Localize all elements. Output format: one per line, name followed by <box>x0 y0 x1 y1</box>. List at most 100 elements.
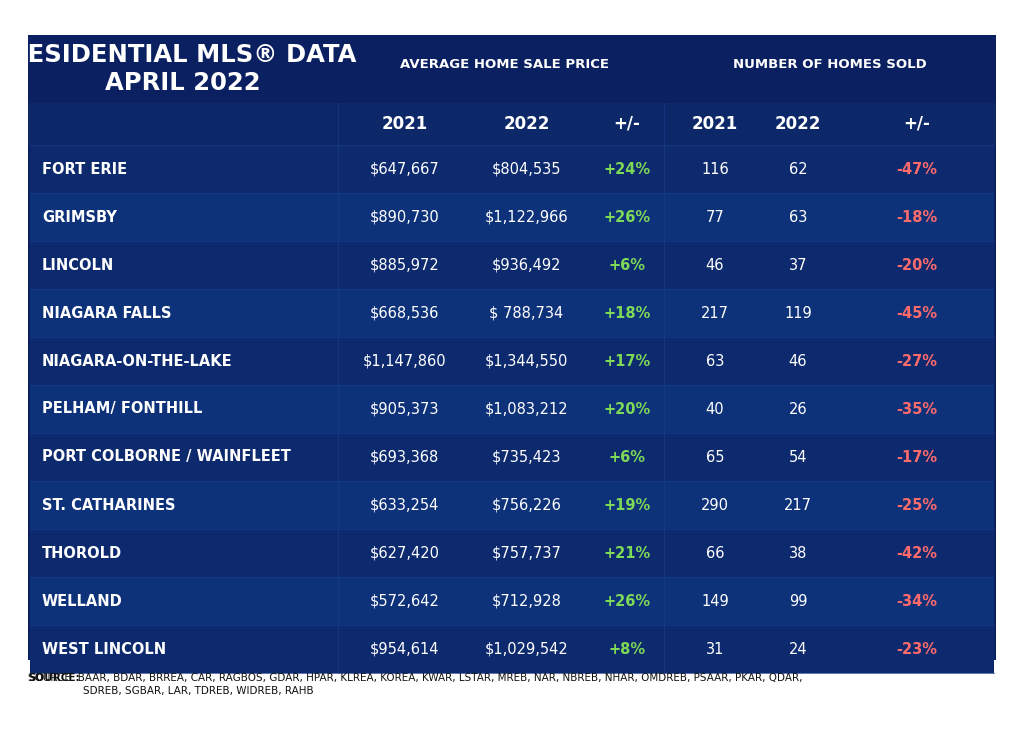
Bar <box>30 289 994 337</box>
Text: +/-: +/- <box>903 115 931 133</box>
Text: 38: 38 <box>788 545 807 561</box>
Text: 63: 63 <box>788 210 807 224</box>
Text: $693,368: $693,368 <box>370 450 439 464</box>
Text: 2022: 2022 <box>504 115 550 133</box>
Text: AVERAGE HOME SALE PRICE: AVERAGE HOME SALE PRICE <box>400 58 609 72</box>
Text: +19%: +19% <box>603 498 650 512</box>
Text: 77: 77 <box>706 210 724 224</box>
Bar <box>28 103 996 145</box>
Text: -23%: -23% <box>896 642 938 656</box>
Bar <box>28 35 996 660</box>
Text: 66: 66 <box>706 545 724 561</box>
Text: 99: 99 <box>788 594 807 608</box>
Text: +17%: +17% <box>603 354 650 368</box>
Bar <box>30 577 994 625</box>
Text: 26: 26 <box>788 401 807 417</box>
Text: $1,122,966: $1,122,966 <box>484 210 568 224</box>
Text: NUMBER OF HOMES SOLD: NUMBER OF HOMES SOLD <box>733 58 927 72</box>
Text: +20%: +20% <box>603 401 650 417</box>
Text: $735,423: $735,423 <box>492 450 561 464</box>
Text: $890,730: $890,730 <box>370 210 439 224</box>
Bar <box>28 35 996 103</box>
Text: $1,083,212: $1,083,212 <box>484 401 568 417</box>
Text: $1,147,860: $1,147,860 <box>362 354 446 368</box>
Text: $885,972: $885,972 <box>370 257 439 273</box>
Text: $668,536: $668,536 <box>370 306 439 320</box>
Text: $627,420: $627,420 <box>370 545 439 561</box>
Bar <box>30 481 994 529</box>
Bar <box>30 433 994 481</box>
Text: -27%: -27% <box>896 354 938 368</box>
Text: $756,226: $756,226 <box>492 498 561 512</box>
Text: +8%: +8% <box>608 642 645 656</box>
Text: 46: 46 <box>706 257 724 273</box>
Text: PELHAM/ FONTHILL: PELHAM/ FONTHILL <box>42 401 203 417</box>
Text: $905,373: $905,373 <box>370 401 439 417</box>
Bar <box>30 625 994 673</box>
Text: 46: 46 <box>788 354 807 368</box>
Text: 290: 290 <box>701 498 729 512</box>
Text: -35%: -35% <box>896 401 938 417</box>
Bar <box>30 193 994 241</box>
Text: +6%: +6% <box>608 450 645 464</box>
Text: +18%: +18% <box>603 306 650 320</box>
Text: $712,928: $712,928 <box>492 594 561 608</box>
Text: 37: 37 <box>788 257 807 273</box>
Text: 65: 65 <box>706 450 724 464</box>
Text: 217: 217 <box>784 498 812 512</box>
Text: -34%: -34% <box>896 594 938 608</box>
Text: $757,737: $757,737 <box>492 545 561 561</box>
Text: 62: 62 <box>788 162 807 176</box>
Text: $647,667: $647,667 <box>370 162 439 176</box>
Text: $936,492: $936,492 <box>492 257 561 273</box>
Text: NIAGARA-ON-THE-LAKE: NIAGARA-ON-THE-LAKE <box>42 354 232 368</box>
Text: 2021: 2021 <box>692 115 738 133</box>
Text: +24%: +24% <box>603 162 650 176</box>
Text: 2022: 2022 <box>775 115 821 133</box>
Text: $954,614: $954,614 <box>370 642 439 656</box>
Text: ST. CATHARINES: ST. CATHARINES <box>42 498 175 512</box>
Text: 40: 40 <box>706 401 724 417</box>
Text: PORT COLBORNE / WAINFLEET: PORT COLBORNE / WAINFLEET <box>42 450 291 464</box>
Text: LINCOLN: LINCOLN <box>42 257 115 273</box>
Text: $1,029,542: $1,029,542 <box>484 642 568 656</box>
Text: NIAGARA FALLS: NIAGARA FALLS <box>42 306 171 320</box>
Text: $804,535: $804,535 <box>492 162 561 176</box>
Text: +26%: +26% <box>603 210 650 224</box>
Text: RESIDENTIAL MLS® DATA: RESIDENTIAL MLS® DATA <box>9 43 356 67</box>
Text: THOROLD: THOROLD <box>42 545 122 561</box>
Text: 63: 63 <box>706 354 724 368</box>
Text: -45%: -45% <box>896 306 938 320</box>
Text: SDREB, SGBAR, LAR, TDREB, WIDREB, RAHB: SDREB, SGBAR, LAR, TDREB, WIDREB, RAHB <box>83 686 313 696</box>
Text: FORT ERIE: FORT ERIE <box>42 162 127 176</box>
Text: -42%: -42% <box>896 545 938 561</box>
Text: 2021: 2021 <box>381 115 428 133</box>
Text: SOURCE:: SOURCE: <box>28 673 80 683</box>
Bar <box>30 529 994 577</box>
Text: $1,344,550: $1,344,550 <box>484 354 568 368</box>
Bar <box>30 385 994 433</box>
Text: +/-: +/- <box>613 115 640 133</box>
Text: $572,642: $572,642 <box>370 594 439 608</box>
Text: $ 788,734: $ 788,734 <box>489 306 563 320</box>
Text: 217: 217 <box>701 306 729 320</box>
Text: -47%: -47% <box>896 162 938 176</box>
Text: +21%: +21% <box>603 545 650 561</box>
Text: GRIMSBY: GRIMSBY <box>42 210 117 224</box>
Text: 149: 149 <box>701 594 729 608</box>
Text: 116: 116 <box>701 162 729 176</box>
Text: -25%: -25% <box>896 498 938 512</box>
Bar <box>30 241 994 289</box>
Text: SOURCE: BAAR, BDAR, BRREA, CAR, RAGBOS, GDAR, HPAR, KLREA, KOREA, KWAR, LSTAR, M: SOURCE: BAAR, BDAR, BRREA, CAR, RAGBOS, … <box>28 673 803 683</box>
Text: 54: 54 <box>788 450 807 464</box>
Text: -17%: -17% <box>896 450 938 464</box>
Bar <box>30 145 994 193</box>
Text: WELLAND: WELLAND <box>42 594 123 608</box>
Text: +6%: +6% <box>608 257 645 273</box>
Text: $633,254: $633,254 <box>370 498 439 512</box>
Text: 119: 119 <box>784 306 812 320</box>
Text: 24: 24 <box>788 642 807 656</box>
Bar <box>30 337 994 385</box>
Text: -20%: -20% <box>896 257 938 273</box>
Text: WEST LINCOLN: WEST LINCOLN <box>42 642 166 656</box>
